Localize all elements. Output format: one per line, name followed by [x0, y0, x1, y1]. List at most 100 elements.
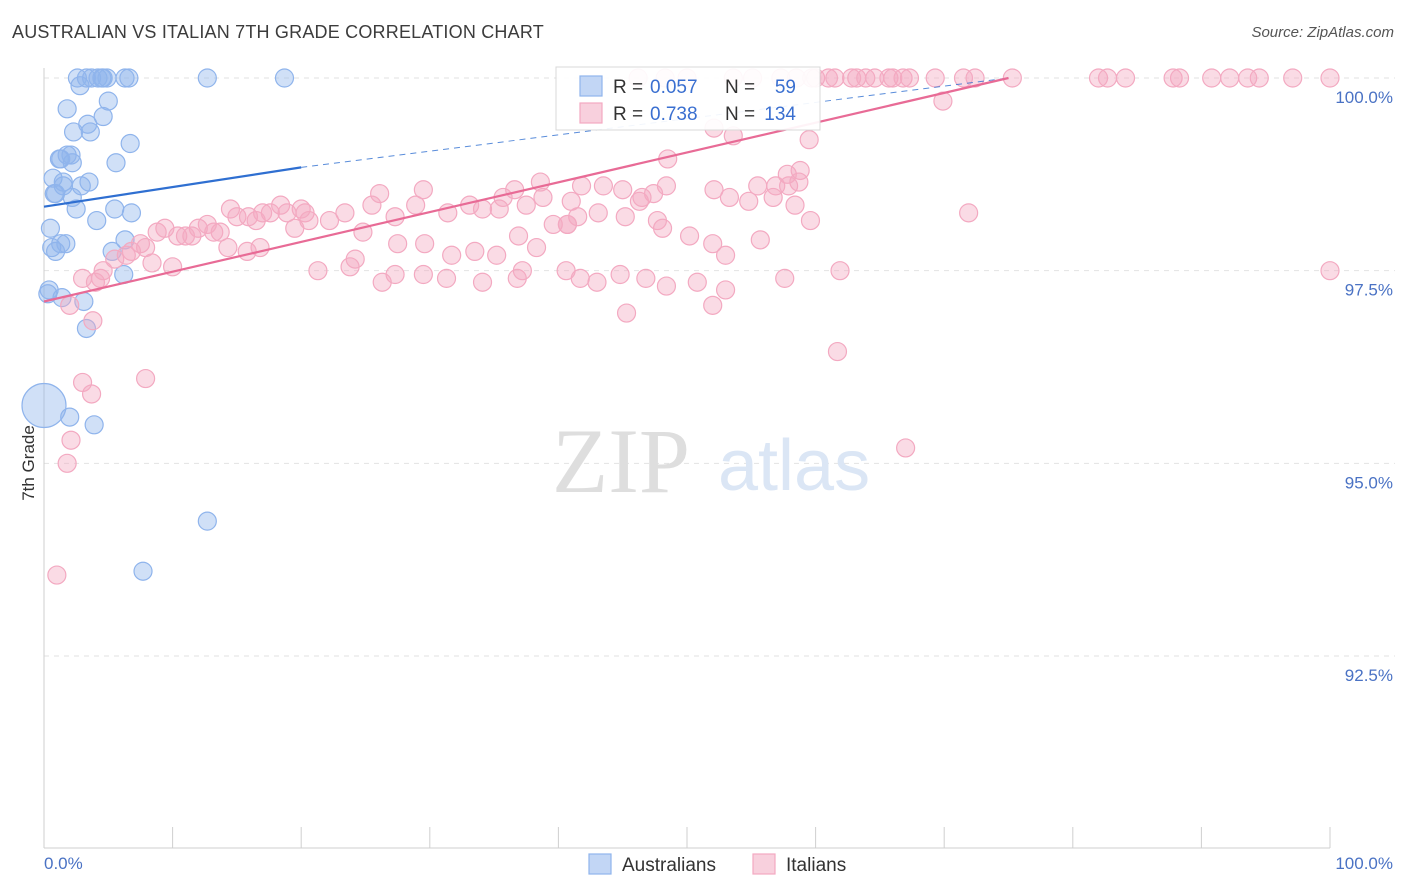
point-italians-117: [715, 245, 736, 265]
point-australians-51: [60, 407, 80, 427]
legend-swatch-1: [752, 853, 776, 875]
point-italians-89: [147, 222, 167, 242]
stats-n-value-0: 59: [775, 77, 796, 98]
point-italians-135: [715, 280, 736, 300]
point-italians-125: [436, 268, 457, 288]
point-italians-150: [703, 295, 723, 315]
point-australians-12: [98, 91, 118, 111]
point-italians-65: [385, 207, 405, 227]
point-italians-107: [526, 237, 547, 258]
point-australians-34: [105, 199, 125, 219]
point-italians-160: [81, 384, 102, 404]
point-italians-43: [778, 176, 799, 196]
point-italians-45: [748, 176, 768, 196]
point-australians-11: [70, 76, 90, 96]
point-italians-121: [308, 261, 328, 281]
point-italians-143: [489, 199, 509, 219]
labels-layer: 92.5% 95.0% 97.5% 100.0% 0.0% 100.0% 7th Grade: [19, 88, 1393, 873]
stats-r-value-0: 0.057: [650, 77, 698, 98]
point-australians-23: [62, 153, 82, 173]
legend-label-1: Italians: [786, 855, 846, 876]
point-italians-132: [636, 268, 656, 288]
point-italians-29: [1220, 68, 1240, 88]
point-italians-130: [587, 272, 607, 292]
stats-r-label-1: R =: [613, 104, 643, 125]
point-italians-151: [827, 341, 848, 362]
watermark-atlas: atlas: [718, 426, 870, 506]
point-italians-163: [47, 565, 67, 585]
stats-n-label-1: N =: [725, 104, 755, 125]
point-italians-82: [204, 222, 224, 242]
points-layer: [21, 68, 1340, 585]
point-italians-69: [319, 210, 340, 231]
point-italians-92: [121, 241, 142, 261]
point-italians-103: [415, 234, 435, 254]
point-italians-54: [593, 176, 614, 196]
stats-n-label-0: N =: [725, 77, 755, 98]
point-italians-30: [1238, 68, 1258, 88]
point-italians-110: [508, 226, 529, 246]
point-italians-37: [799, 130, 819, 150]
point-australians-35: [121, 203, 142, 223]
point-italians-24: [1097, 68, 1118, 88]
grid-layer: [44, 77, 1395, 657]
point-italians-116: [703, 234, 723, 254]
point-italians-78: [238, 207, 259, 227]
point-italians-146: [142, 253, 162, 273]
point-italians-157: [83, 311, 103, 331]
point-australians-33: [66, 199, 86, 219]
point-italians-74: [271, 195, 291, 215]
point-italians-133: [656, 276, 677, 296]
point-italians-17: [893, 68, 913, 88]
point-australians-2: [81, 68, 102, 88]
point-australians-25: [43, 168, 63, 188]
trendline-italians: [43, 76, 1009, 303]
point-italians-22: [1002, 68, 1022, 88]
point-italians-155: [72, 268, 93, 288]
point-australians-16: [78, 114, 98, 134]
point-australians-40: [56, 234, 76, 254]
point-australians-52: [84, 415, 104, 435]
point-italians-95: [93, 261, 113, 281]
point-italians-144: [533, 187, 553, 208]
point-italians-79: [227, 207, 247, 227]
point-italians-20: [953, 68, 974, 88]
point-italians-161: [61, 430, 81, 450]
point-australians-41: [102, 241, 122, 261]
point-italians-128: [512, 261, 532, 281]
point-italians-106: [487, 245, 507, 265]
point-italians-102: [388, 234, 408, 254]
point-italians-19: [925, 68, 945, 88]
point-australians-6: [97, 68, 117, 88]
axes-layer: [43, 68, 1331, 849]
point-australians-48: [39, 280, 59, 300]
point-italians-11: [842, 68, 862, 88]
point-italians-139: [561, 191, 581, 211]
point-italians-142: [632, 187, 652, 208]
point-italians-16: [883, 68, 903, 88]
point-italians-138: [800, 210, 821, 231]
point-italians-112: [588, 203, 608, 223]
point-italians-162: [57, 453, 77, 473]
point-australians-17: [80, 122, 100, 142]
point-italians-86: [175, 226, 196, 246]
stats-swatch-1: [579, 102, 603, 124]
point-italians-115: [679, 226, 700, 246]
series-australians: [21, 68, 295, 581]
point-italians-31: [1249, 68, 1269, 88]
point-italians-66: [370, 184, 390, 204]
legend-swatch-0: [588, 853, 612, 875]
point-italians-97: [218, 237, 238, 258]
point-italians-18: [899, 68, 920, 88]
point-italians-57: [516, 195, 536, 215]
point-australians-42: [42, 237, 62, 258]
point-italians-152: [896, 438, 916, 458]
point-italians-47: [613, 180, 633, 200]
point-australians-54: [133, 561, 153, 581]
point-italians-32: [1283, 68, 1303, 88]
point-italians-50: [719, 187, 740, 208]
point-italians-109: [543, 214, 563, 235]
legend-label-0: Australians: [622, 855, 716, 876]
trendline-australians: [43, 166, 302, 208]
